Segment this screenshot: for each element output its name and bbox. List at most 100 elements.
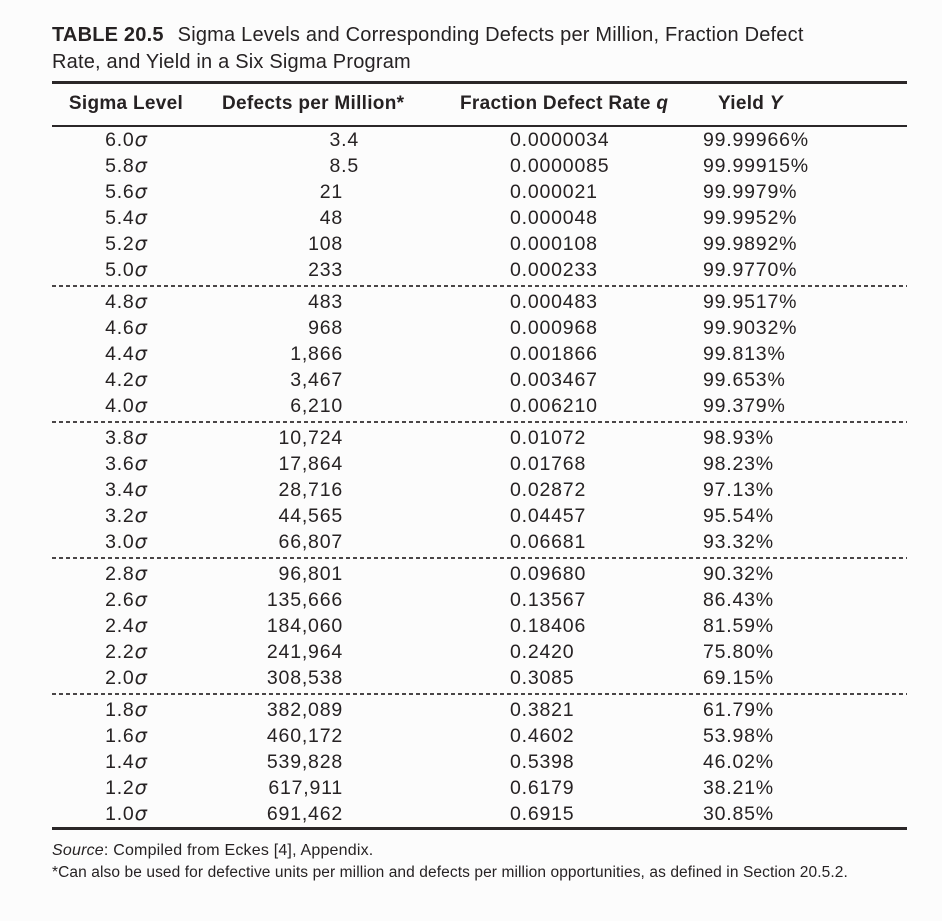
sigma-level-cell: 1.6σ [105, 724, 147, 747]
table-row: 2.6σ 135,666 0.13567 86.43% [52, 587, 907, 613]
dashed-rule [52, 421, 907, 423]
sigma-level-cell: 2.8σ [105, 562, 147, 585]
sigma-symbol: σ [134, 232, 147, 255]
sigma-level-cell: 5.2σ [105, 232, 147, 255]
defects-per-million-cell: 48 [319, 207, 343, 229]
table-row: 1.0σ 691,462 0.6915 30.85% [52, 801, 907, 829]
yield-cell: 38.21% [703, 777, 774, 799]
defects-per-million-cell: 691,462 [266, 803, 343, 825]
defects-per-million-cell: 44,565 [278, 505, 343, 527]
yield-cell: 99.9892% [703, 233, 798, 255]
table-row: 3.6σ 17,864 0.01768 98.23% [52, 451, 907, 477]
defects-per-million-cell: 241,964 [266, 641, 343, 663]
yield-cell: 98.93% [703, 427, 774, 449]
col-header-yield: Yield Y [660, 82, 907, 127]
group-divider [52, 419, 907, 425]
defects-per-million-cell: 135,666 [266, 589, 343, 611]
yield-cell: 30.85% [703, 803, 774, 825]
defects-per-million-cell: 483 [308, 291, 343, 313]
table-row: 4.2σ 3,467 0.003467 99.653% [52, 367, 907, 393]
table-title-line2: Rate, and Yield in a Six Sigma Program [52, 51, 411, 73]
defects-per-million-cell: 8.5 [329, 155, 359, 177]
fraction-defect-rate-cell: 0.0000034 [510, 129, 610, 151]
sigma-level-cell: 4.4σ [105, 342, 147, 365]
table-row: 3.0σ 66,807 0.06681 93.32% [52, 529, 907, 555]
yield-cell: 46.02% [703, 751, 774, 773]
table-row: 3.8σ 10,724 0.01072 98.93% [52, 425, 907, 451]
source-label: Source [52, 842, 104, 859]
table-row: 1.4σ 539,828 0.5398 46.02% [52, 749, 907, 775]
defects-per-million-cell: 382,089 [266, 699, 343, 721]
sigma-symbol: σ [134, 802, 147, 825]
sigma-level-cell: 1.2σ [105, 776, 147, 799]
fraction-defect-rate-cell: 0.02872 [510, 479, 587, 501]
sigma-symbol: σ [134, 368, 147, 391]
yield-cell: 99.9979% [703, 181, 798, 203]
fraction-defect-rate-cell: 0.000021 [510, 181, 598, 203]
sigma-level-cell: 2.2σ [105, 640, 147, 663]
defects-per-million-cell: 3.4 [329, 129, 359, 151]
sigma-symbol: σ [134, 478, 147, 501]
group-divider [52, 283, 907, 289]
dashed-rule [52, 557, 907, 559]
defects-per-million-cell: 17,864 [278, 453, 343, 475]
fraction-defect-rate-cell: 0.003467 [510, 369, 598, 391]
sigma-symbol: σ [134, 504, 147, 527]
fraction-defect-rate-cell: 0.3085 [510, 667, 575, 689]
sigma-symbol: σ [134, 724, 147, 747]
table-row: 3.2σ 44,565 0.04457 95.54% [52, 503, 907, 529]
fraction-defect-rate-cell: 0.000233 [510, 259, 598, 281]
dashed-rule [52, 285, 907, 287]
source-text: : Compiled from Eckes [4], Appendix. [103, 842, 374, 859]
fraction-defect-rate-cell: 0.006210 [510, 395, 598, 417]
sigma-symbol: σ [134, 394, 147, 417]
sigma-symbol: σ [134, 588, 147, 611]
table-row: 3.4σ 28,716 0.02872 97.13% [52, 477, 907, 503]
defects-per-million-cell: 66,807 [278, 531, 343, 553]
sigma-level-cell: 2.4σ [105, 614, 147, 637]
table-row: 4.6σ 968 0.000968 99.9032% [52, 315, 907, 341]
table-number: TABLE 20.5 [52, 24, 164, 46]
sigma-level-cell: 5.8σ [105, 154, 147, 177]
asterisk-footnote: *Can also be used for defective units pe… [52, 864, 848, 881]
col-header-defects-per-million: Defects per Million* [210, 82, 404, 127]
fraction-defect-rate-cell: 0.01768 [510, 453, 587, 475]
sigma-level-cell: 4.8σ [105, 290, 147, 313]
fraction-defect-rate-cell: 0.13567 [510, 589, 587, 611]
sigma-levels-table: Sigma Level Defects per Million* Fractio… [52, 81, 907, 830]
sigma-level-cell: 3.4σ [105, 478, 147, 501]
defects-per-million-cell: 96,801 [278, 563, 343, 585]
table-row: 6.0σ 3.4 0.0000034 99.99966% [52, 126, 907, 153]
fraction-defect-rate-cell: 0.6179 [510, 777, 575, 799]
fraction-defect-rate-cell: 0.3821 [510, 699, 575, 721]
table-row: 5.6σ 21 0.000021 99.9979% [52, 179, 907, 205]
fraction-defect-rate-cell: 0.5398 [510, 751, 575, 773]
sigma-symbol: σ [134, 258, 147, 281]
sigma-level-cell: 5.6σ [105, 180, 147, 203]
yield-cell: 99.9032% [703, 317, 798, 339]
defects-per-million-cell: 184,060 [266, 615, 343, 637]
yield-cell: 97.13% [703, 479, 774, 501]
yield-cell: 90.32% [703, 563, 774, 585]
sigma-level-cell: 4.2σ [105, 368, 147, 391]
sigma-level-cell: 5.0σ [105, 258, 147, 281]
table-row: 4.4σ 1,866 0.001866 99.813% [52, 341, 907, 367]
sigma-symbol: σ [134, 342, 147, 365]
yield-cell: 99.9952% [703, 207, 798, 229]
sigma-symbol: σ [134, 640, 147, 663]
yield-cell: 99.9517% [703, 291, 798, 313]
col-header-fraction-defect-rate: Fraction Defect Rate q [400, 82, 668, 127]
table-row: 5.0σ 233 0.000233 99.9770% [52, 257, 907, 283]
defects-per-million-cell: 233 [308, 259, 343, 281]
sigma-symbol: σ [134, 562, 147, 585]
table-row: 4.8σ 483 0.000483 99.9517% [52, 289, 907, 315]
table-row: 1.6σ 460,172 0.4602 53.98% [52, 723, 907, 749]
fraction-defect-rate-cell: 0.6915 [510, 803, 575, 825]
sigma-level-cell: 5.4σ [105, 206, 147, 229]
yield-cell: 99.99966% [703, 129, 809, 151]
sigma-symbol: σ [134, 750, 147, 773]
sigma-level-cell: 6.0σ [105, 128, 147, 151]
sigma-symbol: σ [134, 666, 147, 689]
table-row: 5.8σ 8.5 0.0000085 99.99915% [52, 153, 907, 179]
